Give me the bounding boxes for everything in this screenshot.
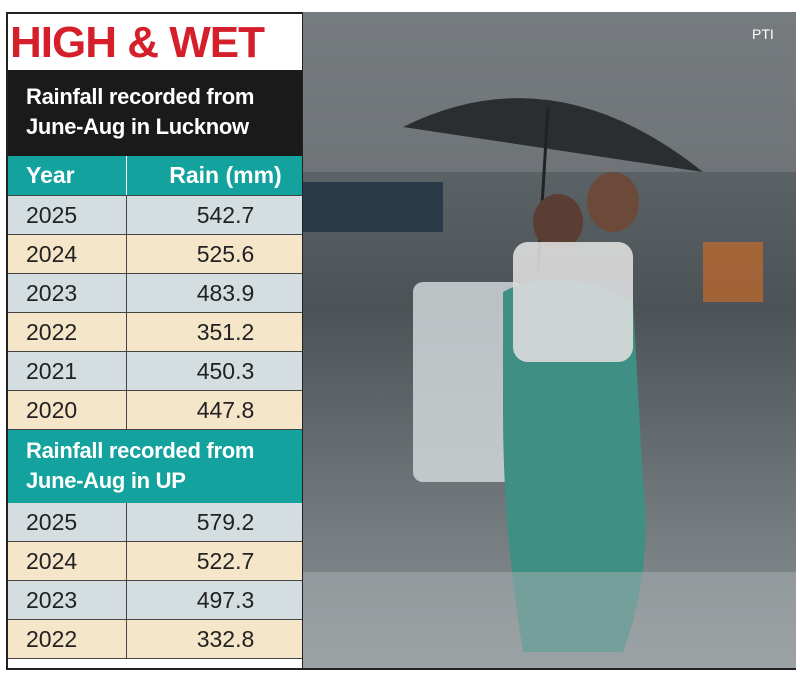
year-cell: 2025: [8, 196, 127, 234]
year-cell: 2022: [8, 620, 127, 658]
table-row: 2025 579.2: [8, 503, 302, 542]
table-row: 2025 542.7: [8, 196, 302, 235]
photo: [303, 12, 796, 668]
table-row: 2023 497.3: [8, 581, 302, 620]
section-title-text: Rainfall recorded from June-Aug in Luckn…: [26, 84, 255, 139]
rain-cell: 497.3: [196, 586, 255, 613]
rain-cell: 542.7: [196, 201, 255, 228]
header-row: Year Rain (mm): [8, 156, 302, 196]
rain-cell: 522.7: [196, 547, 255, 574]
table-row: 2023 483.9: [8, 274, 302, 313]
section-title-text: Rainfall recorded from June-Aug in UP: [26, 438, 255, 493]
photo-credit: PTI: [752, 26, 774, 42]
table-panel: HIGH & WET Rainfall recorded from June-A…: [8, 14, 302, 668]
year-cell: 2024: [8, 542, 127, 580]
section-title: Rainfall recorded from June-Aug in UP: [8, 430, 302, 503]
table-row: 2024 522.7: [8, 542, 302, 581]
year-cell: 2021: [8, 352, 127, 390]
table-row: 2022 332.8: [8, 620, 302, 659]
table-row: 2020 447.8: [8, 391, 302, 430]
rain-cell: 447.8: [196, 396, 255, 423]
table-row: 2024 525.6: [8, 235, 302, 274]
column-header: Year: [8, 156, 127, 195]
rain-cell: 483.9: [196, 279, 255, 306]
year-cell: 2022: [8, 313, 127, 351]
rain-cell: 332.8: [196, 625, 255, 652]
rain-cell: 579.2: [196, 508, 255, 535]
rain-cell: 525.6: [196, 240, 255, 267]
rain-cell: 450.3: [196, 357, 255, 384]
year-cell: 2024: [8, 235, 127, 273]
headline: HIGH & WET: [10, 18, 265, 67]
table-row: 2021 450.3: [8, 352, 302, 391]
column-header: Rain (mm): [169, 162, 282, 188]
year-cell: 2023: [8, 274, 127, 312]
table-row: 2022 351.2: [8, 313, 302, 352]
year-cell: 2023: [8, 581, 127, 619]
table: Rainfall recorded from June-Aug in Luckn…: [8, 70, 302, 659]
year-cell: 2020: [8, 391, 127, 429]
year-cell: 2025: [8, 503, 127, 541]
section-title: Rainfall recorded from June-Aug in Luckn…: [8, 70, 302, 156]
rain-cell: 351.2: [196, 318, 255, 345]
